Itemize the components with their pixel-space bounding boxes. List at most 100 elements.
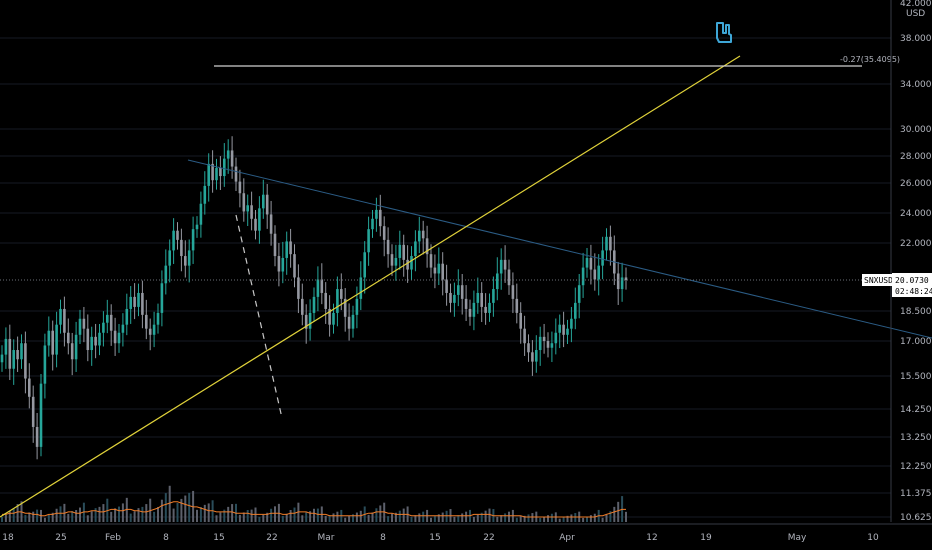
dashed-drawing-line[interactable] [235, 214, 283, 419]
candle-body [566, 328, 569, 335]
time-axis[interactable]: 18 25 Feb 8 15 22 Mar 8 15 22 Apr 12 19 May 10 [2, 533, 879, 543]
volume-bar [437, 514, 440, 522]
candle-body [133, 296, 136, 307]
candle-body [425, 238, 429, 255]
candle-body [293, 254, 296, 278]
volume-bar [324, 515, 327, 522]
price-tick-label: 22.0000 [900, 239, 932, 249]
candle-body [605, 236, 608, 251]
volume-bar [508, 511, 510, 522]
candle-body [285, 241, 288, 258]
volume-bar [8, 511, 11, 522]
descending-trendline[interactable] [187, 159, 932, 339]
volume-bar [582, 517, 585, 522]
candle-body [254, 218, 257, 231]
price-tick-label: 15.5000 [900, 372, 932, 382]
candle-body [492, 289, 495, 303]
candle-body [328, 308, 331, 325]
volume-bar [617, 501, 620, 522]
candle-body [550, 343, 554, 348]
candle-body [172, 230, 175, 251]
volume-bar [118, 506, 120, 522]
candle-body [0, 354, 4, 363]
candle-body [464, 298, 468, 309]
volume-bar [231, 504, 234, 522]
candle-body [609, 236, 612, 251]
candle-body [113, 330, 117, 344]
volume-bar [558, 518, 561, 522]
volume-bar [328, 515, 331, 522]
price-tick-label: 14.2500 [900, 405, 932, 415]
candle-body [145, 314, 148, 329]
candle-body [359, 277, 363, 299]
candle-body [601, 250, 604, 266]
candle-body [402, 244, 405, 260]
candle-body [207, 163, 210, 186]
volume-bar [391, 513, 393, 522]
volume-bar [589, 515, 592, 522]
volume-bar [359, 510, 362, 522]
volume-bar [55, 508, 58, 522]
volume-bar [398, 510, 401, 522]
time-tick-label: 19 [700, 533, 712, 543]
candle-body [468, 308, 472, 317]
volume-bar [465, 511, 468, 522]
price-axis-unit: USD [906, 9, 925, 19]
volume-bar [153, 511, 156, 522]
candle-body [35, 426, 39, 447]
candle-body [320, 279, 324, 293]
volume-bar [500, 515, 503, 522]
volume-bar [355, 512, 358, 522]
volume-bar [352, 514, 354, 522]
candle-body [418, 230, 421, 242]
ascending-trendline[interactable] [0, 55, 741, 518]
volume-bar [293, 507, 296, 522]
volume-ma-line [2, 501, 626, 518]
time-tick-label: 15 [213, 533, 224, 543]
candle-body [347, 316, 351, 329]
volume-bar [160, 499, 163, 522]
candle-body [78, 318, 82, 335]
candle-body [265, 194, 269, 215]
candle-body [4, 338, 8, 355]
candle-body [86, 328, 90, 351]
volume-bar [562, 517, 565, 522]
volume-bar [625, 511, 627, 522]
volume-bar [172, 508, 175, 522]
candle-body [496, 273, 499, 290]
candle-body [410, 256, 413, 270]
volume-bar [519, 516, 522, 522]
volume-bar [394, 512, 397, 522]
volume-bar [129, 513, 132, 522]
candle-body [223, 158, 226, 177]
candle-body [472, 302, 476, 317]
time-tick-label: 12 [646, 533, 657, 543]
volume-bar [164, 493, 167, 522]
candle-body [234, 166, 238, 182]
time-tick-label: 8 [380, 533, 386, 543]
candle-body [312, 296, 316, 313]
candle-body [429, 254, 433, 268]
candle-body [168, 250, 171, 266]
candle-body [238, 181, 242, 194]
volume-bar [242, 512, 245, 522]
price-tick-label: 17.0000 [900, 337, 932, 347]
candle-body [141, 292, 144, 315]
price-tick-label: 26.0000 [900, 179, 932, 189]
candle-body [28, 378, 31, 397]
price-axis[interactable]: 38.0000 34.0000 30.0000 28.0000 26.0000 24.00… [900, 34, 932, 523]
candle-body [70, 343, 74, 360]
volume-bar [367, 514, 370, 522]
candle-body [554, 332, 558, 344]
volume-bar [110, 511, 113, 522]
candle-body [16, 350, 19, 360]
volume-bar [47, 514, 50, 522]
volume-bar [515, 517, 518, 522]
volume-bar [593, 513, 596, 522]
candle-body [558, 324, 561, 333]
candle-body [499, 259, 503, 274]
candle-body [117, 332, 121, 344]
hand-pointer-icon [716, 22, 732, 43]
price-tick-label: 11.3750 [900, 489, 932, 499]
